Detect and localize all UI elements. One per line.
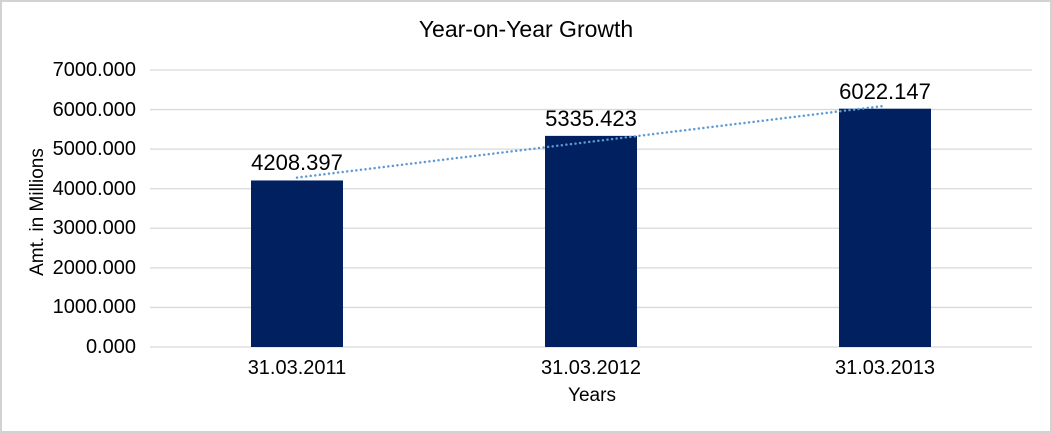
y-tick-label: 7000.000 bbox=[52, 59, 136, 81]
y-tick-label: 6000.000 bbox=[52, 98, 136, 121]
bar-value-label: 6022.147 bbox=[839, 78, 931, 104]
x-tick-label: 31.03.2013 bbox=[834, 357, 936, 379]
y-tick-label: 3000.000 bbox=[52, 217, 136, 240]
y-tick-label: 2000.000 bbox=[52, 256, 136, 279]
y-tick-label: 4000.000 bbox=[52, 177, 136, 200]
bar bbox=[839, 108, 931, 347]
y-tick-label: 0.000 bbox=[85, 336, 136, 358]
x-tick-label: 31.03.2012 bbox=[540, 357, 642, 379]
y-tick-label: 1000.000 bbox=[52, 296, 136, 319]
bar-value-label: 5335.423 bbox=[545, 105, 637, 131]
bar bbox=[545, 135, 637, 347]
plot-area bbox=[150, 69, 1032, 348]
chart-title: Year-on-Year Growth bbox=[418, 16, 634, 42]
bar-value-label: 4208.397 bbox=[251, 150, 343, 176]
x-tick-label: 31.03.2011 bbox=[247, 357, 347, 379]
x-axis-title: Years bbox=[568, 385, 616, 406]
y-tick-label: 5000.000 bbox=[52, 138, 136, 161]
bar bbox=[251, 180, 343, 347]
